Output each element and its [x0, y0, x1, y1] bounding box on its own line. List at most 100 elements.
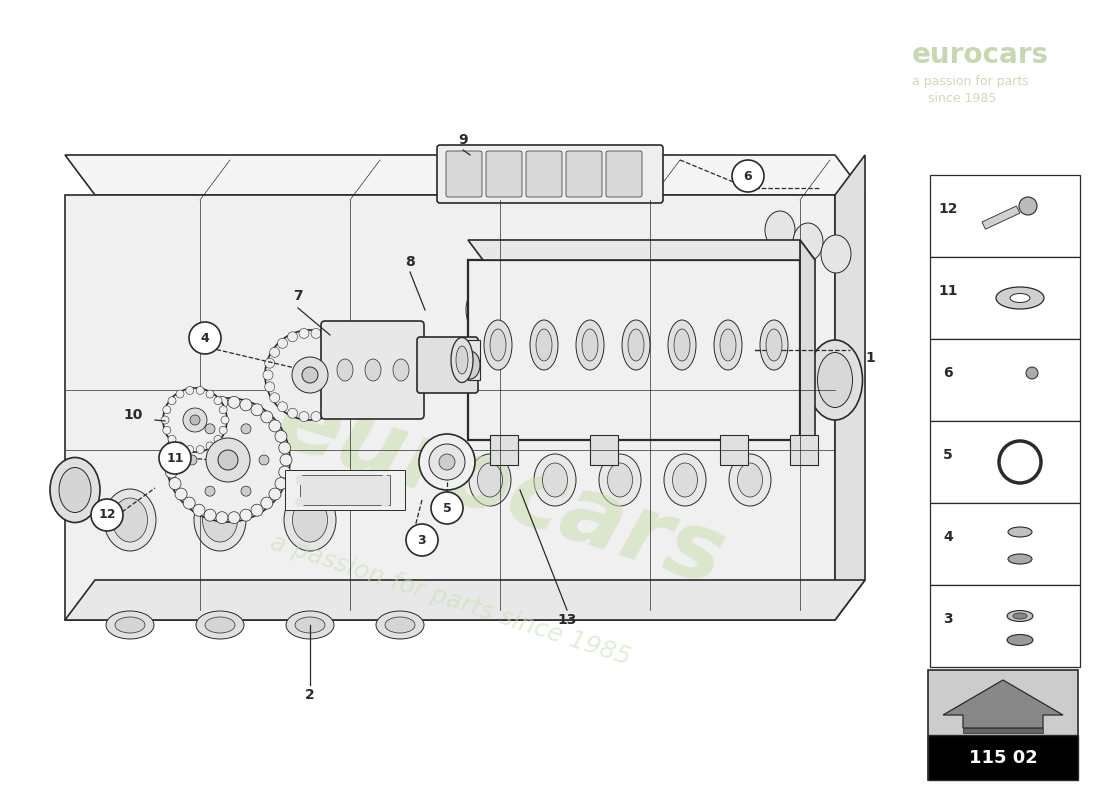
Ellipse shape [106, 611, 154, 639]
Ellipse shape [714, 320, 742, 370]
Circle shape [277, 338, 287, 348]
Ellipse shape [1026, 367, 1038, 379]
Ellipse shape [726, 281, 774, 339]
Circle shape [241, 486, 251, 496]
Circle shape [176, 442, 184, 450]
Ellipse shape [1013, 613, 1027, 619]
Ellipse shape [548, 301, 562, 319]
Ellipse shape [729, 454, 771, 506]
Ellipse shape [490, 329, 506, 361]
Text: 5: 5 [943, 449, 953, 462]
Text: a passion for parts: a passion for parts [912, 75, 1028, 89]
Text: 12: 12 [98, 509, 116, 522]
Circle shape [196, 386, 205, 394]
Circle shape [270, 347, 279, 358]
Circle shape [379, 497, 390, 507]
Bar [790, 435, 818, 465]
Circle shape [261, 411, 273, 423]
Text: 4: 4 [943, 530, 953, 545]
Circle shape [219, 406, 228, 414]
Polygon shape [468, 260, 800, 440]
Ellipse shape [116, 617, 145, 633]
Text: a passion for parts since 1985: a passion for parts since 1985 [266, 530, 634, 670]
Ellipse shape [720, 329, 736, 361]
Circle shape [205, 424, 214, 434]
Circle shape [332, 402, 342, 412]
Circle shape [164, 454, 176, 466]
Text: 11: 11 [938, 285, 958, 298]
Circle shape [340, 393, 350, 402]
Text: 8: 8 [405, 255, 415, 269]
FancyBboxPatch shape [437, 145, 663, 203]
FancyBboxPatch shape [606, 151, 642, 197]
Ellipse shape [194, 489, 246, 551]
Text: 3: 3 [943, 613, 953, 626]
Circle shape [184, 411, 195, 423]
Circle shape [168, 397, 176, 405]
Circle shape [163, 406, 170, 414]
FancyBboxPatch shape [321, 321, 424, 419]
Circle shape [240, 399, 252, 411]
Ellipse shape [483, 301, 497, 319]
Circle shape [184, 497, 195, 509]
Ellipse shape [112, 498, 147, 542]
FancyBboxPatch shape [566, 151, 602, 197]
Circle shape [287, 408, 298, 418]
Ellipse shape [613, 301, 627, 319]
Ellipse shape [365, 359, 381, 381]
Text: since 1985: since 1985 [927, 91, 997, 105]
Circle shape [311, 411, 321, 422]
Bar [490, 435, 518, 465]
Circle shape [332, 338, 342, 348]
Circle shape [379, 475, 390, 485]
Circle shape [186, 446, 194, 454]
Ellipse shape [596, 281, 644, 339]
Polygon shape [468, 240, 815, 260]
Ellipse shape [337, 359, 353, 381]
Ellipse shape [542, 463, 568, 497]
Circle shape [206, 438, 250, 482]
Ellipse shape [530, 320, 558, 370]
Polygon shape [835, 155, 865, 620]
Ellipse shape [1010, 294, 1030, 302]
Circle shape [214, 397, 222, 405]
Text: 3: 3 [418, 534, 427, 546]
Circle shape [221, 416, 229, 424]
Circle shape [176, 390, 184, 398]
Circle shape [166, 398, 290, 522]
Ellipse shape [605, 291, 635, 329]
Text: 4: 4 [200, 331, 209, 345]
Circle shape [322, 408, 332, 418]
Ellipse shape [376, 611, 424, 639]
Circle shape [346, 370, 358, 380]
Circle shape [228, 396, 240, 408]
Circle shape [261, 497, 273, 509]
Circle shape [295, 497, 305, 507]
Circle shape [287, 332, 298, 342]
Bar [928, 735, 1078, 780]
Ellipse shape [793, 223, 823, 261]
Polygon shape [285, 470, 405, 510]
Circle shape [419, 434, 475, 490]
Circle shape [205, 509, 216, 521]
Circle shape [251, 404, 263, 416]
Ellipse shape [600, 454, 641, 506]
Ellipse shape [621, 320, 650, 370]
Text: 6: 6 [744, 170, 752, 182]
Polygon shape [468, 340, 480, 380]
Ellipse shape [1019, 197, 1037, 215]
Ellipse shape [764, 211, 795, 249]
Circle shape [311, 329, 321, 338]
Circle shape [299, 411, 309, 422]
Circle shape [186, 386, 194, 394]
Circle shape [292, 357, 328, 393]
Circle shape [299, 329, 309, 338]
Circle shape [280, 454, 292, 466]
Polygon shape [65, 580, 865, 620]
Text: 9: 9 [459, 133, 468, 147]
Circle shape [241, 424, 251, 434]
Circle shape [277, 402, 287, 412]
Ellipse shape [1008, 527, 1032, 537]
Ellipse shape [460, 351, 480, 379]
Bar [930, 585, 1080, 667]
